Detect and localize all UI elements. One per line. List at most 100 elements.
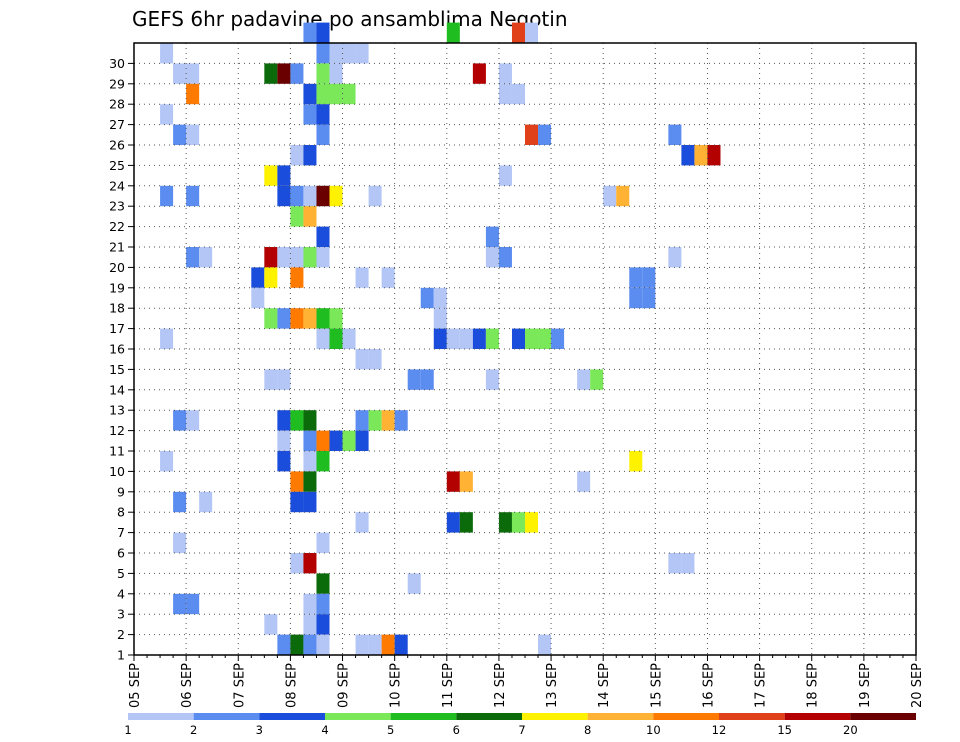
heatmap-cell xyxy=(668,124,682,145)
legend-label: 3 xyxy=(256,723,263,737)
y-tick-label: 28 xyxy=(109,97,125,112)
heatmap-cell xyxy=(303,491,317,513)
heatmap-cell xyxy=(199,491,213,513)
heatmap-cell xyxy=(525,512,539,533)
legend-label: 1 xyxy=(124,723,131,737)
heatmap-cell xyxy=(681,145,695,166)
heatmap-cell xyxy=(577,471,591,492)
y-tick-label: 29 xyxy=(109,76,125,91)
heatmap-cell xyxy=(173,532,187,553)
x-tick-label: 10 SEP xyxy=(389,663,404,708)
heatmap-cell xyxy=(186,124,200,145)
y-tick-label: 23 xyxy=(109,199,125,214)
heatmap-cell xyxy=(342,328,356,349)
heatmap-cell xyxy=(264,165,278,186)
x-tick-label: 19 SEP xyxy=(858,663,873,708)
heatmap-cell xyxy=(642,267,656,288)
heatmap-cell xyxy=(498,512,512,533)
heatmap-cell xyxy=(368,185,382,207)
heatmap-cell xyxy=(316,22,330,43)
heatmap-cell xyxy=(290,145,304,166)
legend-swatch xyxy=(653,713,719,720)
heatmap-cell xyxy=(485,226,499,247)
y-axis: 1234567891011121314151617181920212223242… xyxy=(109,56,134,663)
heatmap-cell xyxy=(290,308,304,329)
heatmap-cell xyxy=(525,22,539,43)
heatmap-cell xyxy=(355,43,369,64)
x-tick-label: 06 SEP xyxy=(180,663,195,708)
heatmap-cell xyxy=(277,308,291,329)
heatmap-cell xyxy=(264,267,278,288)
y-tick-label: 12 xyxy=(109,423,125,438)
heatmap-cell xyxy=(316,328,330,349)
heatmap-cell xyxy=(277,451,291,472)
heatmap-cell xyxy=(446,471,460,492)
y-tick-label: 21 xyxy=(109,240,125,255)
heatmap-cell xyxy=(290,471,304,492)
heatmap-cell xyxy=(538,124,552,145)
heatmap-cell xyxy=(511,512,525,533)
heatmap-cell xyxy=(264,247,278,268)
legend-swatch xyxy=(522,713,588,720)
heatmap-cell xyxy=(303,83,317,105)
x-tick-label: 07 SEP xyxy=(232,663,247,708)
heatmap-cell xyxy=(290,267,304,288)
heatmap-cell xyxy=(681,553,695,574)
heatmap-cell xyxy=(329,308,343,329)
heatmap-cell xyxy=(342,430,356,451)
y-tick-label: 10 xyxy=(109,464,125,479)
heatmap-cell xyxy=(381,267,395,288)
heatmap-cell xyxy=(290,185,304,207)
heatmap-cell xyxy=(446,22,460,43)
heatmap-cell xyxy=(277,165,291,186)
legend-swatch xyxy=(850,713,916,720)
heatmap-cell xyxy=(186,185,200,207)
heatmap-cell xyxy=(342,43,356,64)
x-tick-label: 18 SEP xyxy=(806,663,821,708)
y-tick-label: 8 xyxy=(117,505,125,520)
y-tick-label: 3 xyxy=(117,607,125,622)
heatmap-cell xyxy=(381,634,395,655)
y-tick-label: 26 xyxy=(109,138,125,153)
heatmap-cell xyxy=(251,287,265,309)
heatmap-cell xyxy=(316,634,330,655)
heatmap-cell xyxy=(316,83,330,105)
heatmap-cell xyxy=(199,247,213,268)
legend-label: 2 xyxy=(190,723,197,737)
heatmap-cell xyxy=(368,349,382,370)
heatmap-cell xyxy=(303,430,317,451)
heatmap-cell xyxy=(433,308,447,329)
legend-swatch xyxy=(128,713,194,720)
heatmap-cell xyxy=(707,145,721,166)
y-tick-label: 14 xyxy=(109,382,125,397)
heatmap-cell xyxy=(355,410,369,431)
legend-label: 6 xyxy=(453,723,460,737)
heatmap-cell xyxy=(433,287,447,309)
heatmap-cell xyxy=(629,451,643,472)
legend-label: 10 xyxy=(646,723,661,737)
heatmap-cell xyxy=(511,83,525,105)
heatmap-cell xyxy=(577,369,591,390)
heatmap-cell xyxy=(303,410,317,431)
legend-label: 8 xyxy=(584,723,591,737)
y-tick-label: 5 xyxy=(117,566,125,581)
heatmap-cell xyxy=(277,185,291,207)
heatmap-cell xyxy=(498,165,512,186)
x-tick-label: 11 SEP xyxy=(441,663,456,708)
x-tick-label: 16 SEP xyxy=(701,663,716,708)
y-tick-label: 19 xyxy=(109,280,125,295)
heatmap-cell xyxy=(407,369,421,390)
x-axis: 05 SEP 06 SEP 07 SEP 08 SEP 09 SEP 10 SEP 11 S… xyxy=(128,655,925,708)
heatmap-cell xyxy=(173,491,187,513)
x-tick-label: 08 SEP xyxy=(284,663,299,708)
heatmap-cell xyxy=(303,247,317,268)
heatmap-cell xyxy=(355,634,369,655)
heatmap-cell xyxy=(525,124,539,145)
heatmap-cell xyxy=(173,593,187,615)
heatmap-cell xyxy=(420,369,434,390)
heatmap-cell xyxy=(277,247,291,268)
heatmap-cell xyxy=(186,410,200,431)
heatmap-cell xyxy=(303,451,317,472)
y-tick-label: 16 xyxy=(109,342,125,357)
heatmap-cell xyxy=(303,553,317,574)
